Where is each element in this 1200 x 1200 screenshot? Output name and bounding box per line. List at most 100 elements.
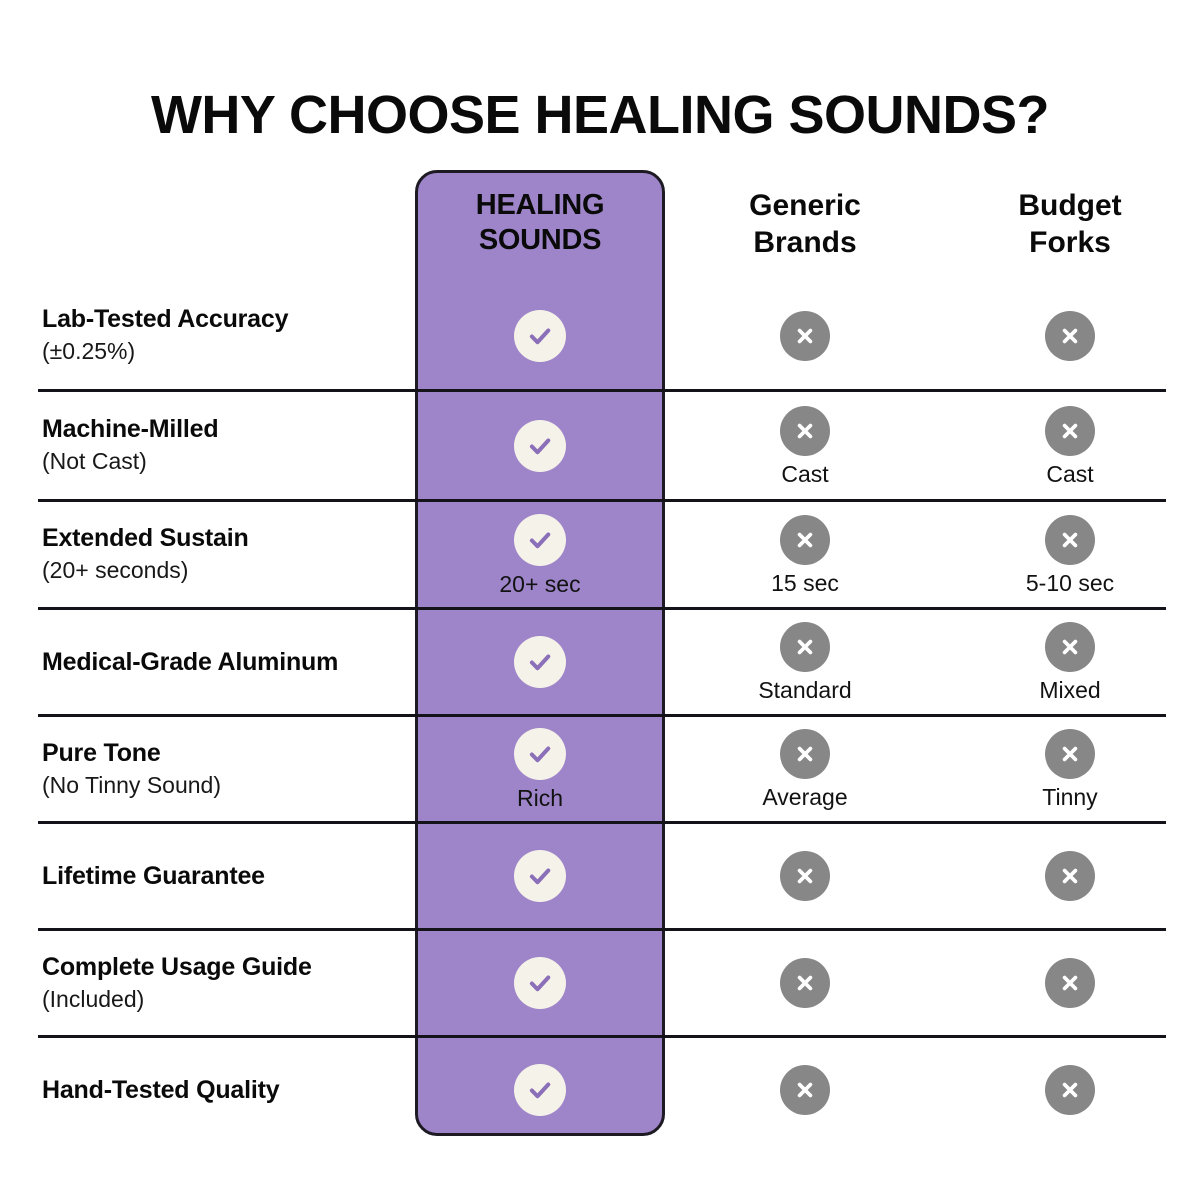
column-header-line2: Brands <box>753 225 857 259</box>
cell-budget-forks: Tinny <box>945 717 1195 821</box>
check-icon <box>514 1064 566 1116</box>
table-row: Machine-Milled (Not Cast) Cast Cast <box>38 389 1166 499</box>
cell-healing-sounds <box>415 610 665 714</box>
column-header-line1: Generic <box>749 189 861 222</box>
cross-icon <box>1045 958 1095 1008</box>
cell-generic-brands <box>680 824 930 928</box>
table-row: Hand-Tested Quality <box>38 1035 1166 1142</box>
feature-title: Lab-Tested Accuracy <box>42 305 289 334</box>
cross-icon <box>780 405 830 456</box>
cell-generic-brands: 15 sec <box>680 502 930 607</box>
cell-budget-forks <box>945 1038 1195 1142</box>
cross-icon <box>1045 851 1095 901</box>
feature-label: Pure Tone (No Tinny Sound) <box>42 717 412 821</box>
cell-healing-sounds: 20+ sec <box>415 502 665 607</box>
feature-subtitle: (Included) <box>42 985 145 1012</box>
check-icon <box>514 419 566 472</box>
column-header-healing-sounds: HEALING SOUNDS <box>415 188 665 259</box>
feature-title: Machine-Milled <box>42 415 219 444</box>
cell-budget-forks <box>945 824 1195 928</box>
column-header-line1: HEALING <box>475 189 605 221</box>
cross-icon <box>780 310 830 361</box>
column-header-line2: SOUNDS <box>478 224 602 257</box>
cell-budget-forks <box>945 931 1195 1035</box>
cross-icon <box>780 622 830 672</box>
comparison-table: HEALING SOUNDS Generic Brands Budget For… <box>38 170 1166 1136</box>
cell-note: 5-10 sec <box>1025 569 1115 596</box>
cell-generic-brands <box>680 931 930 1035</box>
feature-label: Machine-Milled (Not Cast) <box>42 392 412 499</box>
feature-label: Extended Sustain (20+ seconds) <box>42 502 412 607</box>
column-header-line1: Budget <box>1018 189 1122 222</box>
cross-icon <box>1045 310 1095 361</box>
table-row: Lifetime Guarantee <box>38 821 1166 928</box>
feature-title: Hand-Tested Quality <box>42 1075 280 1104</box>
feature-subtitle: (Not Cast) <box>42 448 147 475</box>
cell-note: Mixed <box>1039 677 1101 703</box>
cell-note: Cast <box>1046 460 1094 487</box>
table-row: Pure Tone (No Tinny Sound) Rich Average Tinn… <box>38 714 1166 821</box>
cell-generic-brands <box>680 282 930 389</box>
column-header-line2: Forks <box>1029 225 1111 259</box>
cell-generic-brands: Average <box>680 717 930 821</box>
cell-budget-forks: Cast <box>945 392 1195 499</box>
feature-title: Pure Tone <box>42 738 161 767</box>
cell-healing-sounds <box>415 282 665 389</box>
column-header-generic-brands: Generic Brands <box>680 188 930 261</box>
check-icon <box>514 636 566 688</box>
cell-note: Tinny <box>1042 784 1098 810</box>
feature-label: Hand-Tested Quality <box>42 1038 412 1142</box>
cross-icon <box>780 514 830 565</box>
table-row: Complete Usage Guide (Included) <box>38 928 1166 1035</box>
cell-generic-brands: Standard <box>680 610 930 714</box>
cross-icon <box>780 729 830 779</box>
cross-icon <box>1045 622 1095 672</box>
feature-subtitle: (No Tinny Sound) <box>42 771 221 798</box>
check-icon <box>514 309 566 362</box>
cross-icon <box>1045 514 1095 565</box>
check-icon <box>514 957 566 1009</box>
cross-icon <box>780 958 830 1008</box>
feature-label: Lab-Tested Accuracy (±0.25%) <box>42 282 412 389</box>
cell-budget-forks: Mixed <box>945 610 1195 714</box>
cell-budget-forks <box>945 282 1195 389</box>
cross-icon <box>780 851 830 901</box>
cell-healing-sounds <box>415 931 665 1035</box>
cell-note: 15 sec <box>771 569 839 596</box>
table-row: Lab-Tested Accuracy (±0.25%) <box>38 282 1166 389</box>
cell-healing-sounds <box>415 392 665 499</box>
feature-label: Complete Usage Guide (Included) <box>42 931 412 1035</box>
feature-label: Medical-Grade Aluminum <box>42 610 412 714</box>
cell-healing-sounds <box>415 824 665 928</box>
cell-generic-brands <box>680 1038 930 1142</box>
cross-icon <box>780 1065 830 1115</box>
cell-note: Rich <box>516 785 563 811</box>
feature-title: Lifetime Guarantee <box>42 861 265 890</box>
feature-title: Complete Usage Guide <box>42 952 312 981</box>
column-header-budget-forks: Budget Forks <box>945 188 1195 261</box>
feature-label: Lifetime Guarantee <box>42 824 412 928</box>
check-icon <box>514 850 566 902</box>
check-icon <box>514 513 566 566</box>
table-header-row: HEALING SOUNDS Generic Brands Budget For… <box>38 170 1166 282</box>
cross-icon <box>1045 1065 1095 1115</box>
cell-healing-sounds: Rich <box>415 717 665 821</box>
cross-icon <box>1045 405 1095 456</box>
feature-subtitle: (±0.25%) <box>42 338 136 365</box>
feature-title: Extended Sustain <box>42 524 249 553</box>
cell-note: Cast <box>781 460 829 487</box>
table-row: Medical-Grade Aluminum Standard Mixed <box>38 607 1166 714</box>
feature-subtitle: (20+ seconds) <box>42 557 189 584</box>
cell-note: Average <box>762 784 848 810</box>
cell-healing-sounds <box>415 1038 665 1142</box>
page-title: WHY CHOOSE HEALING SOUNDS? <box>150 85 1050 146</box>
cell-note: Standard <box>758 677 852 703</box>
check-icon <box>514 728 566 780</box>
feature-title: Medical-Grade Aluminum <box>42 647 339 676</box>
cross-icon <box>1045 729 1095 779</box>
table-row: Extended Sustain (20+ seconds) 20+ sec 15 s… <box>38 499 1166 607</box>
cell-note: 20+ sec <box>499 570 581 597</box>
cell-budget-forks: 5-10 sec <box>945 502 1195 607</box>
cell-generic-brands: Cast <box>680 392 930 499</box>
table-body: Lab-Tested Accuracy (±0.25%) Machine-Mille… <box>38 282 1166 1142</box>
